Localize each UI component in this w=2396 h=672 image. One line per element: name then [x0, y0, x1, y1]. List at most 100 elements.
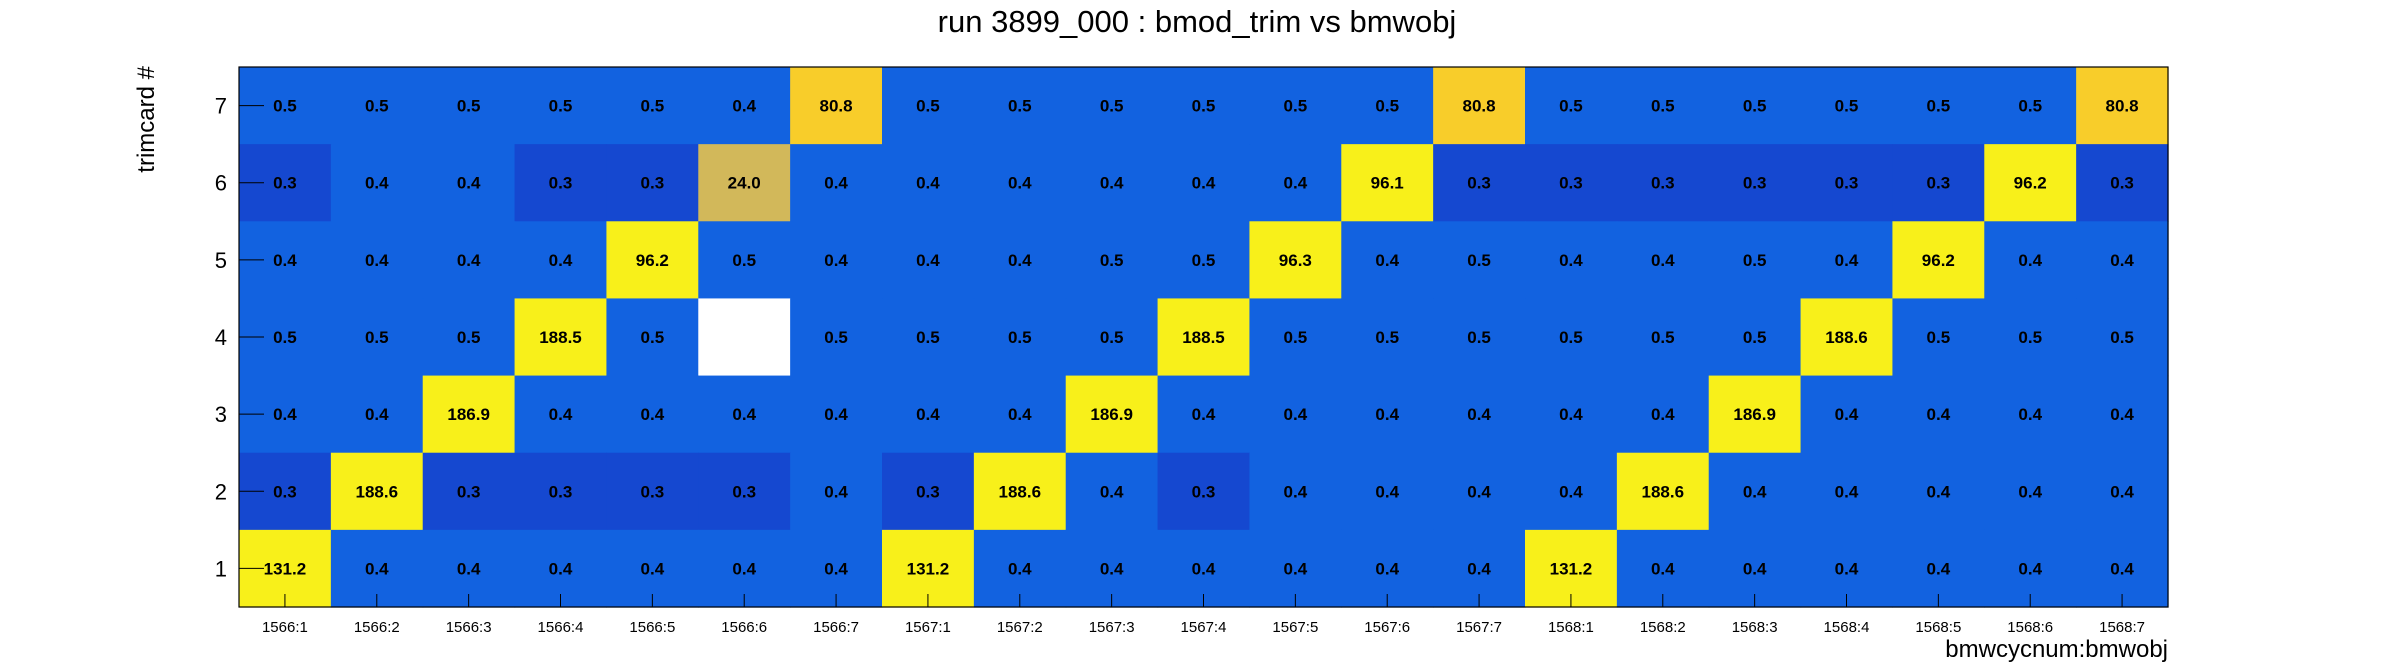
cell-value-label: 0.5 — [1467, 251, 1491, 270]
heatmap-cell — [330, 67, 424, 145]
cell-value-label: 0.5 — [641, 97, 665, 116]
cell-value-label: 0.5 — [1375, 328, 1399, 347]
cell-value-label: 0.4 — [916, 174, 940, 193]
cell-value-label: 186.9 — [1090, 405, 1133, 424]
cell-value-label: 96.2 — [636, 251, 669, 270]
cell-value-label: 0.5 — [2018, 97, 2042, 116]
cell-value-label: 0.3 — [1467, 174, 1491, 193]
heatmap-cell — [1708, 144, 1802, 222]
y-tick-label: 1 — [215, 556, 227, 581]
heatmap-cell — [1708, 375, 1802, 454]
heatmap-cell — [1433, 67, 1526, 145]
y-axis-ticks: 1 2 3 4 5 6 7 — [215, 94, 264, 581]
cell-value-label: 0.5 — [1467, 328, 1491, 347]
cell-value-label: 0.4 — [1467, 482, 1491, 501]
y-axis-title: trimcard # — [133, 65, 160, 172]
heatmap-cell — [606, 375, 699, 454]
heatmap-cell — [973, 144, 1067, 222]
x-tick-label: 1566:6 — [721, 619, 767, 636]
cell-value-label: 0.4 — [2110, 251, 2134, 270]
heatmap-cell — [1616, 144, 1710, 222]
heatmap-cell — [1984, 298, 2077, 377]
cell-value-label: 0.4 — [1651, 559, 1675, 578]
cell-value-label: 0.5 — [1743, 97, 1767, 116]
heatmap-cell — [1708, 221, 1802, 300]
cell-value-label: 0.4 — [1100, 559, 1124, 578]
heatmap-cell — [422, 221, 516, 300]
cell-value-label: 0.5 — [1559, 328, 1583, 347]
heatmap-cell — [1341, 375, 1434, 454]
x-tick-label: 1568:1 — [1548, 619, 1594, 636]
cell-value-label: 0.4 — [457, 174, 481, 193]
heatmap-cell — [514, 375, 608, 454]
cell-value-label: 0.5 — [1835, 97, 1859, 116]
cell-value-label: 0.4 — [732, 97, 756, 116]
heatmap-cell — [1800, 452, 1894, 531]
heatmap-cell — [422, 298, 516, 377]
cell-value-label: 0.4 — [824, 559, 848, 578]
heatmap-cell — [1708, 67, 1802, 145]
heatmap-cell — [1065, 452, 1159, 531]
heatmap-cell — [1157, 67, 1251, 145]
heatmap-cell — [790, 452, 883, 531]
cell-value-label: 0.4 — [1467, 559, 1491, 578]
cell-value-label: 0.5 — [1100, 328, 1124, 347]
heatmap-cell — [1616, 298, 1710, 377]
x-tick-label: 1566:5 — [629, 619, 675, 636]
heatmap-cell — [606, 221, 699, 300]
heatmap-cell — [1157, 221, 1251, 300]
cell-value-label: 80.8 — [820, 97, 853, 116]
cell-value-label: 0.4 — [1192, 174, 1216, 193]
cell-value-label: 0.4 — [1284, 482, 1308, 501]
cell-value-label: 0.4 — [1284, 405, 1308, 424]
cell-value-label: 0.4 — [457, 251, 481, 270]
heatmap-cell — [1525, 452, 1618, 531]
cell-value-label: 131.2 — [907, 559, 950, 578]
cell-value-label: 0.5 — [457, 97, 481, 116]
cell-value-label: 0.5 — [916, 328, 940, 347]
cell-value-label: 0.3 — [549, 482, 573, 501]
heatmap-cell — [1249, 144, 1342, 222]
cell-value-label: 0.5 — [1743, 328, 1767, 347]
cell-value-label: 0.4 — [824, 174, 848, 193]
cell-value-label: 0.5 — [273, 328, 297, 347]
x-tick-label: 1568:3 — [1732, 619, 1778, 636]
cell-value-label: 0.4 — [1100, 174, 1124, 193]
heatmap-cell — [514, 452, 608, 531]
heatmap-cell — [1065, 67, 1159, 145]
heatmap-cell — [330, 375, 424, 454]
cell-value-label: 0.4 — [916, 251, 940, 270]
heatmap-cell-labels: 0.5 0.5 0.5 0.5 0.5 0.4 80.8 0.5 0.5 0.5 0.5 0.5 0.5… — [264, 97, 2139, 579]
x-tick-label: 1568:2 — [1640, 619, 1686, 636]
cell-value-label: 186.9 — [447, 405, 490, 424]
x-tick-label: 1567:4 — [1181, 619, 1227, 636]
cell-value-label: 0.4 — [2110, 559, 2134, 578]
cell-value-label: 0.3 — [2110, 174, 2134, 193]
cell-value-label: 0.5 — [1927, 97, 1951, 116]
cell-value-label: 0.3 — [916, 482, 940, 501]
cell-value-label: 0.4 — [2110, 482, 2134, 501]
cell-value-label: 0.4 — [273, 405, 297, 424]
heatmap-cell — [1616, 452, 1710, 531]
heatmap-cell — [790, 221, 883, 300]
cell-value-label: 0.5 — [1192, 251, 1216, 270]
cell-value-label: 0.5 — [1927, 328, 1951, 347]
cell-value-label: 0.4 — [1192, 405, 1216, 424]
heatmap-cell — [1065, 144, 1159, 222]
heatmap-cell — [1249, 221, 1342, 300]
cell-value-label: 0.3 — [273, 482, 297, 501]
y-tick-label: 2 — [215, 479, 227, 504]
heatmap-cell — [2076, 67, 2169, 145]
cell-value-label: 0.4 — [365, 251, 389, 270]
heatmap-cell — [1433, 221, 1526, 300]
cell-value-label: 0.4 — [1835, 559, 1859, 578]
cell-value-label: 0.4 — [2018, 559, 2042, 578]
cell-value-label: 131.2 — [1550, 559, 1593, 578]
cell-value-label: 0.5 — [365, 97, 389, 116]
cell-value-label: 0.4 — [2018, 482, 2042, 501]
x-tick-label: 1567:2 — [997, 619, 1043, 636]
cell-value-label: 0.3 — [641, 174, 665, 193]
heatmap-cell — [2076, 298, 2169, 377]
cell-value-label: 96.2 — [2014, 174, 2047, 193]
cell-value-label: 0.4 — [641, 559, 665, 578]
